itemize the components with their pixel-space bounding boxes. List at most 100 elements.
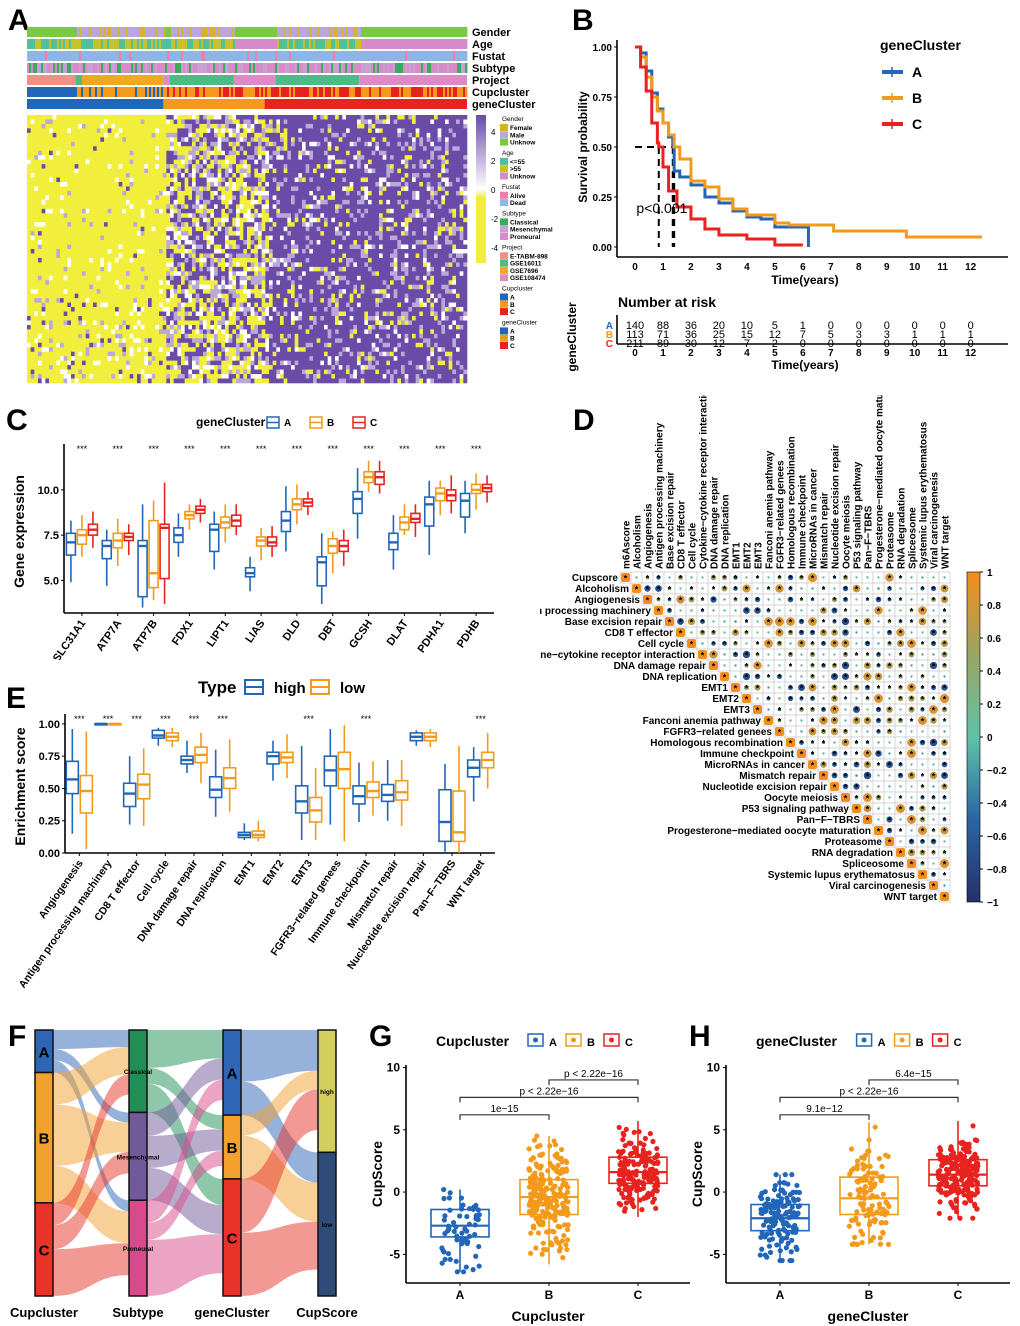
heatmap-cell: [316, 119, 321, 125]
heatmap-cell: [258, 115, 262, 120]
track-cell: [95, 39, 98, 49]
heatmap-cell: [210, 222, 215, 227]
heatmap-cell: [448, 217, 453, 223]
heatmap-cell: [412, 217, 416, 223]
heatmap-cell: [258, 199, 262, 205]
heatmap-cell: [452, 123, 457, 129]
track-cell: [95, 27, 98, 37]
heatmap-cell: [375, 159, 380, 165]
heatmap-cell: [166, 231, 171, 236]
heatmap-cell: [430, 244, 435, 250]
heatmap-cell: [338, 173, 343, 178]
heatmap-cell: [331, 159, 336, 165]
heatmap-cell: [162, 195, 167, 201]
heatmap-cell: [320, 146, 325, 152]
heatmap-cell: [184, 173, 189, 178]
heatmap-cell: [115, 231, 119, 236]
heatmap-cell: [243, 146, 248, 152]
heatmap-cell: [107, 137, 112, 143]
heatmap-cell: [357, 132, 361, 138]
track-cell: [59, 27, 62, 37]
heatmap-cell: [199, 213, 204, 219]
heatmap-cell: [272, 186, 277, 192]
heatmap-cell: [459, 132, 464, 138]
heatmap-cell: [118, 155, 123, 160]
heatmap-cell: [342, 195, 347, 201]
heatmap-cell: [324, 150, 328, 156]
heatmap-cell: [78, 182, 83, 187]
heatmap-cell: [331, 186, 336, 192]
heatmap-cell: [159, 231, 163, 236]
heatmap-cell: [393, 141, 398, 147]
heatmap-cell: [236, 208, 240, 214]
heatmap-cell: [415, 249, 420, 254]
heatmap-cell: [133, 173, 138, 178]
heatmap-cell: [346, 150, 350, 156]
heatmap-cell: [177, 213, 182, 219]
heatmap-cell: [49, 141, 53, 147]
heatmap-cell: [390, 226, 394, 232]
track-cell: [305, 39, 308, 49]
track-cell: [147, 39, 150, 49]
track-cell: [315, 87, 318, 97]
track-cell: [49, 87, 52, 97]
heatmap-cell: [111, 182, 116, 187]
track-cell: [139, 63, 142, 73]
heatmap-cell: [349, 173, 354, 178]
heatmap-cell: [265, 137, 270, 143]
heatmap-cell: [239, 132, 244, 138]
heatmap-cell: [459, 195, 464, 201]
heatmap-cell: [269, 177, 273, 183]
heatmap-cell: [173, 190, 178, 196]
heatmap-cell: [137, 208, 141, 214]
heatmap-cell: [49, 204, 53, 210]
heatmap-cell: [104, 213, 108, 219]
track-cell: [231, 51, 234, 61]
heatmap-cell: [155, 217, 160, 223]
heatmap-cell: [52, 213, 57, 219]
heatmap-cell: [269, 137, 273, 143]
track-cell: [155, 87, 158, 97]
track-cell: [307, 51, 310, 61]
heatmap-cell: [309, 119, 314, 125]
heatmap-cell: [239, 141, 244, 147]
heatmap-cell: [375, 128, 380, 134]
heatmap-cell: [38, 141, 42, 147]
heatmap-cell: [280, 137, 284, 143]
track-cell: [147, 87, 150, 97]
track-cell: [419, 63, 422, 73]
track-cell: [435, 63, 438, 73]
heatmap-cell: [38, 164, 42, 169]
heatmap-cell: [397, 249, 402, 254]
heatmap-cell: [170, 195, 174, 201]
heatmap-cell: [214, 128, 218, 134]
heatmap-cell: [195, 164, 200, 169]
heatmap-cell: [412, 159, 416, 165]
heatmap-cell: [346, 177, 350, 183]
track-cell: [377, 27, 380, 37]
heatmap-cell: [423, 123, 427, 129]
track-cell: [357, 87, 360, 97]
heatmap-cell: [452, 186, 457, 192]
heatmap-cell: [56, 115, 61, 120]
heatmap-cell: [38, 115, 42, 120]
heatmap-cell: [250, 249, 255, 254]
heatmap-cell: [346, 226, 350, 232]
heatmap-cell: [434, 231, 438, 236]
track-cell: [441, 27, 444, 37]
heatmap-cell: [338, 217, 343, 223]
heatmap-cell: [269, 159, 273, 165]
track-cell: [57, 27, 60, 37]
heatmap-cell: [258, 222, 262, 227]
track-cell: [365, 87, 368, 97]
heatmap-cell: [404, 235, 409, 241]
heatmap-cell: [159, 177, 163, 183]
heatmap-cell: [45, 115, 50, 120]
heatmap-cell: [298, 186, 303, 192]
track-cell: [297, 87, 300, 97]
track-cell: [455, 27, 458, 37]
heatmap-cell: [225, 240, 229, 245]
heatmap-cell: [221, 168, 226, 174]
heatmap-cell: [243, 150, 248, 156]
heatmap-cell: [423, 168, 427, 174]
